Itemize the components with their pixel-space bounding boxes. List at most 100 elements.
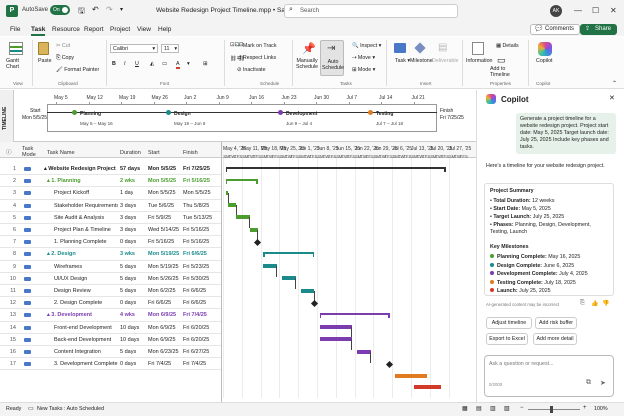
row-number[interactable]: 13 <box>9 312 16 319</box>
task-name-cell[interactable]: Design Review <box>54 288 91 294</box>
close-pane-icon[interactable]: ✕ <box>609 95 615 102</box>
task-bar[interactable] <box>236 215 250 220</box>
task-name-cell[interactable]: Back-end Development <box>54 336 112 343</box>
row-number[interactable]: 10 <box>9 275 16 282</box>
row-number[interactable]: 2 <box>12 178 16 185</box>
task-bar[interactable] <box>394 373 428 378</box>
add-to-timeline-button[interactable]: Add to Timeline <box>490 66 510 78</box>
start-cell[interactable]: Mon 6/9/25 <box>148 312 177 319</box>
menu-report[interactable]: Report <box>84 26 104 33</box>
task-bar[interactable] <box>228 203 237 208</box>
adjust-timeline-button[interactable]: Adjust timeline <box>486 317 532 329</box>
copilot-button[interactable]: Copilot <box>536 58 553 64</box>
duration-cell[interactable]: 57 days <box>120 166 141 172</box>
menu-task[interactable]: Task <box>31 26 46 36</box>
finish-cell[interactable]: Fri 7/4/25 <box>183 361 207 368</box>
cut-button[interactable]: ✂ Cut <box>56 43 71 49</box>
finish-cell[interactable]: Fri 5/16/25 <box>183 239 210 246</box>
start-cell[interactable]: Wed 5/14/25 <box>148 227 180 233</box>
duration-cell[interactable]: 3 days <box>120 202 137 209</box>
attach-icon[interactable]: ⧉ <box>586 379 591 386</box>
task-bar[interactable] <box>300 288 315 293</box>
duration-cell[interactable]: 5 days <box>120 275 137 282</box>
menu-file[interactable]: File <box>10 26 21 33</box>
chevron-down-icon[interactable]: ▾ <box>187 61 190 67</box>
finish-cell[interactable]: Fri 7/4/25 <box>183 312 207 319</box>
row-number[interactable]: 16 <box>9 349 16 355</box>
task-name-cell[interactable]: Project Kickoff <box>54 190 90 197</box>
duration-cell[interactable]: 4 wks <box>120 312 135 319</box>
zoom-out-icon[interactable]: − <box>520 405 524 411</box>
menu-help[interactable]: Help <box>158 26 172 33</box>
task-bar[interactable] <box>357 349 371 354</box>
task-bar[interactable] <box>263 264 277 269</box>
row-number[interactable]: 9 <box>12 263 16 270</box>
menu-resource[interactable]: Resource <box>52 26 80 33</box>
respect-links-button[interactable]: ⇄ Respect Links <box>237 55 277 61</box>
task-name-cell[interactable]: Stakeholder Requirements <box>54 202 118 209</box>
start-cell[interactable]: Mon 5/5/25 <box>148 166 177 172</box>
collapse-ribbon-icon[interactable]: ⌃ <box>612 81 618 87</box>
redo-icon[interactable]: ↷ <box>106 5 113 14</box>
summary-bar[interactable] <box>319 313 390 316</box>
maximize-icon[interactable]: ☐ <box>592 6 600 15</box>
task-bar[interactable] <box>225 190 229 195</box>
summary-bar[interactable] <box>225 179 258 182</box>
auto-schedule-button[interactable]: ⇥ Auto Schedule <box>320 40 344 76</box>
add-more-detail-button[interactable]: Add more detail <box>533 333 577 345</box>
row-number[interactable]: 3 <box>12 190 16 197</box>
start-cell[interactable]: Mon 5/19/25 <box>148 251 180 258</box>
finish-cell[interactable]: Fri 6/6/25 <box>183 300 207 307</box>
finish-cell[interactable]: Fri 6/6/25 <box>183 251 207 258</box>
finish-cell[interactable]: Fri 6/27/25 <box>183 349 210 355</box>
row-number[interactable]: 4 <box>12 202 16 209</box>
row-number[interactable]: 6 <box>12 227 16 233</box>
duration-cell[interactable]: 10 days <box>120 324 140 331</box>
new-tasks-mode[interactable]: New Tasks : Auto Scheduled <box>37 406 105 412</box>
duration-cell[interactable]: 0 days <box>120 300 137 307</box>
finish-cell[interactable]: Mon 5/5/25 <box>183 190 211 197</box>
information-button[interactable]: Information <box>466 58 493 64</box>
font-size-select[interactable]: 11 ▾ <box>161 44 179 53</box>
avatar[interactable]: AK <box>550 5 562 17</box>
finish-cell[interactable]: Tue 5/13/25 <box>183 214 213 221</box>
duration-cell[interactable]: 10 days <box>120 336 140 343</box>
task-name-cell[interactable]: 1. Planning Complete <box>54 239 107 246</box>
start-cell[interactable]: Mon 6/23/25 <box>148 349 179 355</box>
task-name-cell[interactable]: 2. Design Complete <box>54 300 103 307</box>
add-risk-buffer-button[interactable]: Add risk buffer <box>535 317 577 329</box>
progress-icons[interactable]: ⊡⊡⊡ <box>230 42 244 48</box>
row-number[interactable]: 7 <box>12 239 16 246</box>
summary-bar[interactable] <box>225 167 446 169</box>
start-cell[interactable]: Fri 5/16/25 <box>148 239 175 246</box>
inspect-button[interactable]: 🔍 Inspect ▾ <box>352 43 382 49</box>
undo-icon[interactable]: ↶ <box>92 5 99 14</box>
customize-qat-icon[interactable]: ▾ <box>120 7 124 13</box>
duration-cell[interactable]: 3 days <box>120 214 137 221</box>
close-icon[interactable]: ✕ <box>610 6 617 15</box>
duration-cell[interactable]: 5 days <box>120 263 137 270</box>
send-icon[interactable]: ➤ <box>600 380 606 387</box>
task-name-cell[interactable]: ▴ 1. Planning <box>47 178 81 185</box>
row-number[interactable]: 12 <box>9 300 16 307</box>
export-to-excel-button[interactable]: Export to Excel <box>486 333 528 345</box>
gantt-chart-button[interactable]: Gantt Chart <box>6 58 19 70</box>
row-number[interactable]: 15 <box>9 336 16 343</box>
timeline-bar[interactable] <box>47 104 437 132</box>
inactivate-button[interactable]: ⊘ Inactivate <box>237 67 266 73</box>
network-view-icon[interactable]: ▥ <box>490 406 496 412</box>
task-name-cell[interactable]: Site Audit & Analysis <box>54 214 105 221</box>
task-name-cell[interactable]: 3. Development Complete <box>54 361 118 368</box>
comments-button[interactable]: 💬 Comments <box>530 24 581 35</box>
row-number[interactable]: 14 <box>9 324 16 331</box>
row-number[interactable]: 11 <box>10 288 16 294</box>
duration-cell[interactable]: 0 days <box>120 239 137 246</box>
deliverable-button[interactable]: Deliverable <box>432 58 459 64</box>
summary-bar[interactable] <box>263 252 315 255</box>
finish-header[interactable]: Finish <box>183 150 198 156</box>
fill-color-icon[interactable]: ◭ <box>150 61 155 67</box>
task-bar[interactable] <box>249 227 258 232</box>
start-header[interactable]: Start <box>148 150 160 156</box>
task-name-cell[interactable]: ▴ 3. Development <box>47 312 92 319</box>
finish-cell[interactable]: Fri 6/20/25 <box>183 324 210 331</box>
